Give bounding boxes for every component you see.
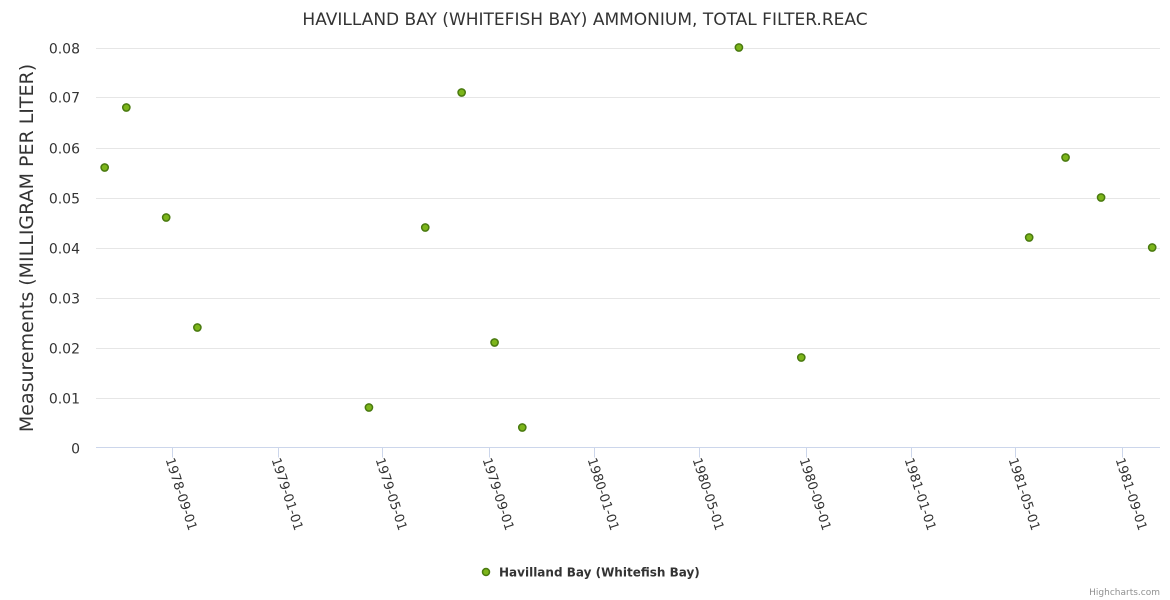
y-tick-label: 0.06 bbox=[49, 142, 80, 158]
data-point[interactable] bbox=[734, 43, 744, 52]
data-point[interactable] bbox=[121, 103, 131, 112]
data-point[interactable] bbox=[490, 338, 499, 347]
data-point[interactable] bbox=[517, 423, 527, 432]
y-tick-label: 0.07 bbox=[49, 91, 80, 107]
y-axis: 0 0.01 0.02 0.03 0.04 0.05 0.06 0.07 0.08 bbox=[49, 42, 80, 458]
grid bbox=[96, 48, 1160, 399]
data-point[interactable] bbox=[457, 88, 466, 97]
data-point[interactable] bbox=[796, 353, 806, 362]
x-axis: 1978-09-01 1979-01-01 1979-05-01 1979-09-01… bbox=[162, 447, 1150, 533]
y-tick-label: 0.01 bbox=[49, 392, 80, 408]
data-point[interactable] bbox=[364, 403, 374, 412]
y-tick-label: 0.04 bbox=[49, 242, 80, 258]
data-point[interactable] bbox=[100, 163, 110, 172]
data-point[interactable] bbox=[193, 323, 202, 332]
x-tick-label: 1979-09-01 bbox=[479, 456, 517, 532]
data-point[interactable] bbox=[1096, 193, 1106, 202]
legend[interactable]: Havilland Bay (Whitefish Bay) bbox=[481, 566, 700, 580]
y-tick-label: 0.05 bbox=[49, 192, 80, 208]
x-tick-label: 1979-05-01 bbox=[372, 456, 410, 532]
legend-marker-icon bbox=[481, 567, 491, 577]
x-tick-label: 1980-09-01 bbox=[796, 456, 834, 532]
x-tick-label: 1980-01-01 bbox=[584, 456, 622, 532]
data-point[interactable] bbox=[1147, 243, 1157, 252]
data-point[interactable] bbox=[1024, 233, 1034, 242]
data-point[interactable] bbox=[1061, 153, 1070, 162]
x-tick-label: 1978-09-01 bbox=[162, 456, 200, 532]
credits-link[interactable]: Highcharts.com bbox=[1089, 588, 1160, 598]
x-tick-label: 1979-01-01 bbox=[268, 456, 306, 532]
y-tick-label: 0.08 bbox=[49, 42, 80, 58]
data-point[interactable] bbox=[161, 213, 171, 222]
y-tick-label: 0.03 bbox=[49, 292, 80, 308]
y-axis-label: Measurements (MILLIGRAM PER LITER) bbox=[16, 64, 38, 432]
y-tick-label: 0 bbox=[71, 442, 80, 458]
legend-item-label[interactable]: Havilland Bay (Whitefish Bay) bbox=[499, 566, 700, 580]
chart-title: HAVILLAND BAY (WHITEFISH BAY) AMMONIUM, … bbox=[302, 10, 867, 30]
series-points bbox=[100, 43, 1157, 432]
x-tick-label: 1980-05-01 bbox=[689, 456, 727, 532]
x-tick-label: 1981-09-01 bbox=[1112, 456, 1150, 532]
x-tick-label: 1981-01-01 bbox=[901, 456, 939, 532]
x-tick-label: 1981-05-01 bbox=[1005, 456, 1043, 532]
data-point[interactable] bbox=[420, 223, 430, 232]
y-tick-label: 0.02 bbox=[49, 342, 80, 358]
